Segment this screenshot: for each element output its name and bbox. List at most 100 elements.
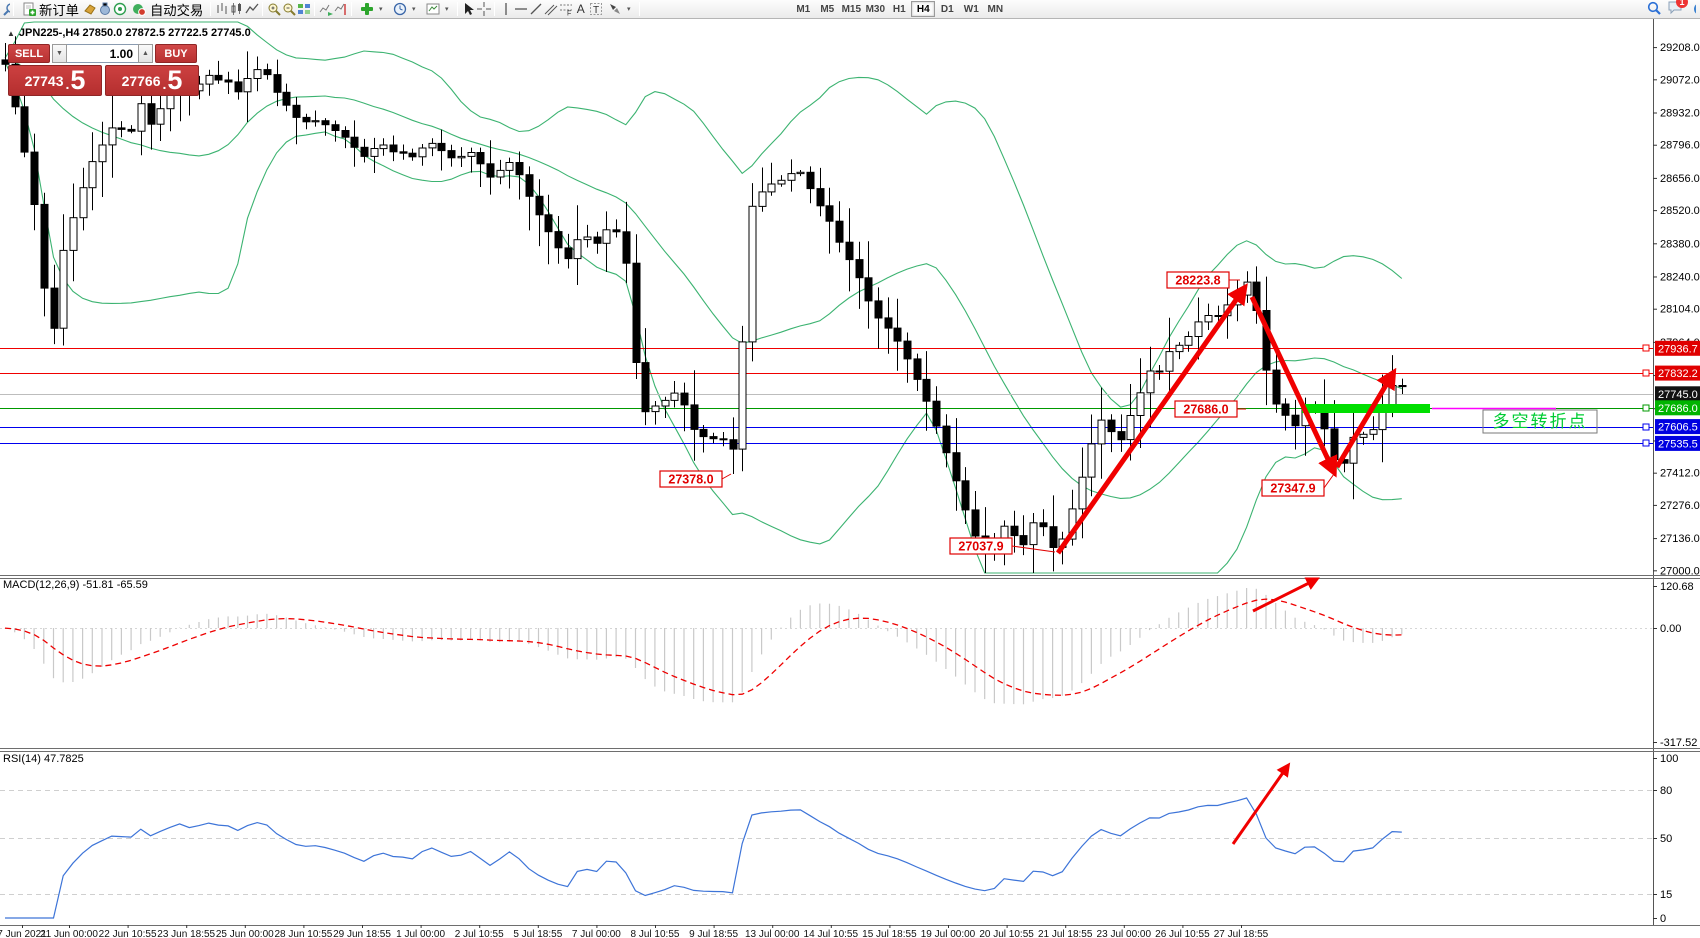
annotation-text: 27037.9 — [958, 540, 1003, 554]
candle-bullish — [428, 142, 437, 149]
chart-search-icon[interactable] — [2, 2, 10, 17]
timeframe-button-M5[interactable]: M5 — [820, 3, 835, 15]
templates-menu-button[interactable]: ▾ — [421, 1, 454, 17]
candlestick-chart-icon[interactable] — [229, 2, 244, 17]
new-order-button[interactable]: 新订单 — [17, 1, 83, 18]
candle-bearish — [321, 120, 330, 126]
horizontal-line-tool-icon[interactable] — [513, 2, 528, 17]
text-tool-icon[interactable]: A — [576, 2, 585, 16]
search-icon[interactable] — [1646, 1, 1661, 17]
annotation-box — [1166, 271, 1230, 289]
candle-bearish — [845, 241, 854, 261]
chart-shift-icon[interactable] — [333, 2, 348, 17]
fibonacci-tool-icon[interactable]: F — [558, 2, 573, 17]
time-axis-label: 25 Jun 00:00 — [216, 929, 274, 938]
volume-increase-button[interactable]: ▲ — [138, 44, 153, 63]
shapes-menu-button[interactable]: ▾ — [603, 1, 636, 17]
candle-bullish — [1146, 370, 1155, 394]
candle-bullish — [796, 171, 805, 175]
candle-bullish — [370, 148, 379, 157]
trend-arrows — [1055, 283, 1397, 555]
timeframe-button-M1[interactable]: M1 — [796, 3, 811, 15]
signals-icon[interactable] — [113, 2, 128, 17]
volume-input[interactable] — [67, 44, 138, 63]
candle-bullish — [166, 93, 175, 110]
channel-tool-icon[interactable] — [543, 2, 558, 17]
buy-button[interactable]: BUY — [155, 44, 197, 63]
auto-scroll-icon[interactable] — [318, 2, 333, 17]
candle-bearish — [389, 144, 398, 153]
candle-bearish — [952, 452, 961, 482]
depth-of-market-icon[interactable] — [98, 2, 113, 17]
annotation-text: 28223.8 — [1175, 274, 1220, 288]
annotation-box — [949, 537, 1013, 555]
axis-marker-27936.7: 27936.7 — [1655, 340, 1700, 356]
autotrade-button[interactable]: 自动交易 — [128, 1, 207, 18]
text-label-tool-icon[interactable]: T — [588, 2, 603, 17]
line-chart-icon[interactable] — [244, 2, 259, 17]
price-axis-label: 27412.0 — [1660, 468, 1700, 480]
svg-text:T: T — [593, 5, 599, 16]
candle-bearish — [476, 152, 485, 165]
time-axis-label: 23 Jun 18:55 — [157, 929, 215, 938]
annotation-leader-line — [1323, 473, 1335, 489]
time-axis-label: 7 Jun 2021 — [0, 929, 47, 938]
candle-bullish — [1097, 419, 1106, 445]
sell-button[interactable]: SELL — [8, 44, 50, 63]
timeframe-button-H1[interactable]: H1 — [892, 3, 906, 15]
timeframe-button-D1[interactable]: D1 — [940, 3, 954, 15]
bar-chart-icon[interactable] — [214, 2, 229, 17]
chart-axes — [0, 18, 1700, 926]
time-axis-label: 2 Jul 10:55 — [455, 929, 504, 938]
candle-bearish — [292, 104, 301, 118]
collapse-panel-icon[interactable]: ▲ — [7, 28, 15, 38]
volume-decrease-button[interactable]: ▼ — [52, 44, 67, 63]
crosshair-icon[interactable] — [476, 2, 491, 17]
time-axis-label: 23 Jul 00:00 — [1097, 929, 1152, 938]
zoom-in-icon[interactable] — [266, 2, 281, 17]
template-chart-icon — [425, 2, 440, 17]
trendline-tool-icon[interactable] — [528, 2, 543, 17]
vertical-line-tool-icon[interactable] — [498, 2, 513, 17]
timeframe-button-H4[interactable]: H4 — [911, 1, 936, 17]
toolbar-separator — [639, 2, 641, 16]
price-axis-label: 29072.0 — [1660, 74, 1700, 86]
axis-marker-box — [1655, 386, 1700, 402]
candle-bearish — [408, 152, 417, 158]
candle-bearish — [709, 436, 718, 440]
candle-bullish — [738, 341, 747, 450]
time-axis-label: 22 Jun 10:55 — [99, 929, 157, 938]
timeframe-button-MN[interactable]: MN — [987, 3, 1004, 15]
candle-bearish — [680, 392, 689, 406]
indicators-menu-button[interactable]: ▾ — [355, 1, 388, 17]
axis-marker-text: 27606.5 — [1658, 422, 1698, 434]
axis-marker-box — [1655, 340, 1700, 356]
time-axis-label: 21 Jul 18:55 — [1038, 929, 1093, 938]
sell-price: 27743 — [24, 72, 64, 89]
timeframe-button-W1[interactable]: W1 — [963, 3, 979, 15]
axis-marker-27832.2: 27832.2 — [1655, 365, 1700, 381]
notifications-button[interactable]: 1 — [1667, 0, 1688, 18]
candle-bullish — [156, 108, 165, 125]
periods-menu-button[interactable]: ▾ — [388, 1, 421, 17]
candle-bullish — [379, 144, 388, 150]
candle-bullish — [457, 155, 466, 159]
buy-price-tile[interactable]: 27766 . 5 — [105, 65, 199, 96]
timeframe-button-M30[interactable]: M30 — [865, 3, 886, 15]
axis-marker-27686.0: 27686.0 — [1655, 400, 1700, 416]
horizontal-line-objects — [0, 347, 1653, 445]
candle-bearish — [593, 236, 602, 244]
zoom-out-icon[interactable] — [281, 2, 296, 17]
candle-bearish — [1398, 385, 1407, 388]
clock-icon — [392, 2, 407, 17]
cursor-icon[interactable] — [461, 2, 476, 17]
add-indicator-icon — [359, 2, 374, 17]
timeframe-button-M15[interactable]: M15 — [841, 3, 862, 15]
price-axis-label: 27000.0 — [1660, 565, 1700, 577]
candle-bearish — [1049, 526, 1058, 549]
styles-icon[interactable] — [83, 2, 98, 17]
tile-windows-icon[interactable] — [296, 2, 311, 17]
annotation-leader-line — [1011, 545, 1056, 553]
sell-price-tile[interactable]: 27743 . 5 — [8, 65, 102, 96]
